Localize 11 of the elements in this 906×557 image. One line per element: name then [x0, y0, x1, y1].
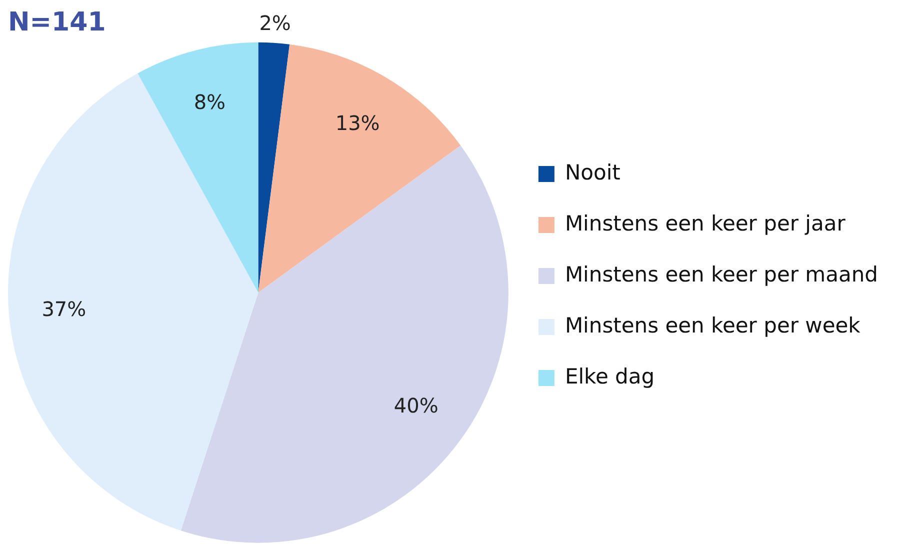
data-label: 37%: [42, 297, 86, 322]
legend-label: Minstens een keer per week: [564, 313, 862, 338]
chart-title: N=141: [8, 7, 106, 38]
data-label: 2%: [259, 11, 291, 36]
legend-label: Minstens een keer per jaar: [564, 211, 846, 236]
legend-label: Minstens een keer per maand: [564, 262, 878, 286]
legend-label: Nooit: [564, 160, 620, 184]
data-label: 40%: [394, 394, 438, 418]
legend-label: Elke dag: [564, 364, 655, 388]
data-label: 13%: [335, 110, 380, 135]
data-label: 8%: [194, 90, 226, 114]
